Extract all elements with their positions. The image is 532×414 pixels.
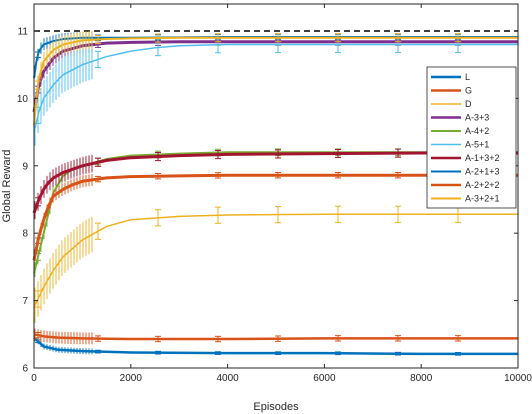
legend-entry: D [465, 99, 472, 109]
series-line [33, 43, 518, 133]
series-line [33, 213, 518, 308]
x-tick-label: 4000 [216, 373, 239, 384]
x-tick-label: 6000 [313, 373, 336, 384]
series-g [33, 328, 518, 345]
legend-entry: A-1+3+2 [465, 153, 500, 163]
legend-entry: L [465, 72, 470, 82]
series-line [32, 40, 518, 113]
series-line [33, 336, 518, 356]
y-tick-label: 8 [22, 229, 28, 240]
series-a-2-2-2 [32, 172, 518, 262]
axes-box [33, 3, 519, 369]
x-tick-label: 0 [31, 373, 37, 384]
series-line [33, 333, 518, 341]
x-tick-label: 8000 [410, 373, 433, 384]
legend-entry: A-3+2+1 [465, 194, 500, 204]
series-line [32, 173, 518, 261]
series-line [32, 151, 518, 214]
legend-entry: G [465, 86, 472, 96]
axes-layer: 0 2000 4000 6000 8000 10000 6 7 8 9 10 11 [17, 3, 532, 384]
y-tick-label: 6 [22, 364, 28, 375]
series-a-3-2-1 [33, 30, 518, 126]
legend-entry: A-2+1+3 [465, 167, 500, 177]
series-layer [32, 30, 518, 356]
series-line [33, 36, 518, 126]
legend-entry: A-2+2+2 [465, 180, 500, 190]
x-tick-label: 2000 [120, 373, 143, 384]
y-axis-label: Global Reward [1, 150, 13, 223]
y-tick-label: 10 [17, 94, 29, 105]
series-d [33, 205, 518, 324]
series-a-1-3-2 [32, 148, 518, 220]
series-l [33, 335, 518, 356]
x-tick-label: 10000 [504, 373, 532, 384]
legend-entry: A-3+3 [465, 113, 489, 123]
legend-entry: A-4+2 [465, 126, 489, 136]
y-tick-label: 9 [22, 161, 28, 172]
legend: LGD A-3+3 A-4+2 A-5+1 A-1+3+2 A-2+1+3 A-2+2+2 A… [426, 66, 517, 209]
y-tick-label: 7 [22, 296, 28, 307]
x-axis-label: Episodes [253, 401, 299, 413]
y-tick-label: 11 [18, 26, 29, 37]
legend-entry: A-5+1 [465, 140, 489, 150]
